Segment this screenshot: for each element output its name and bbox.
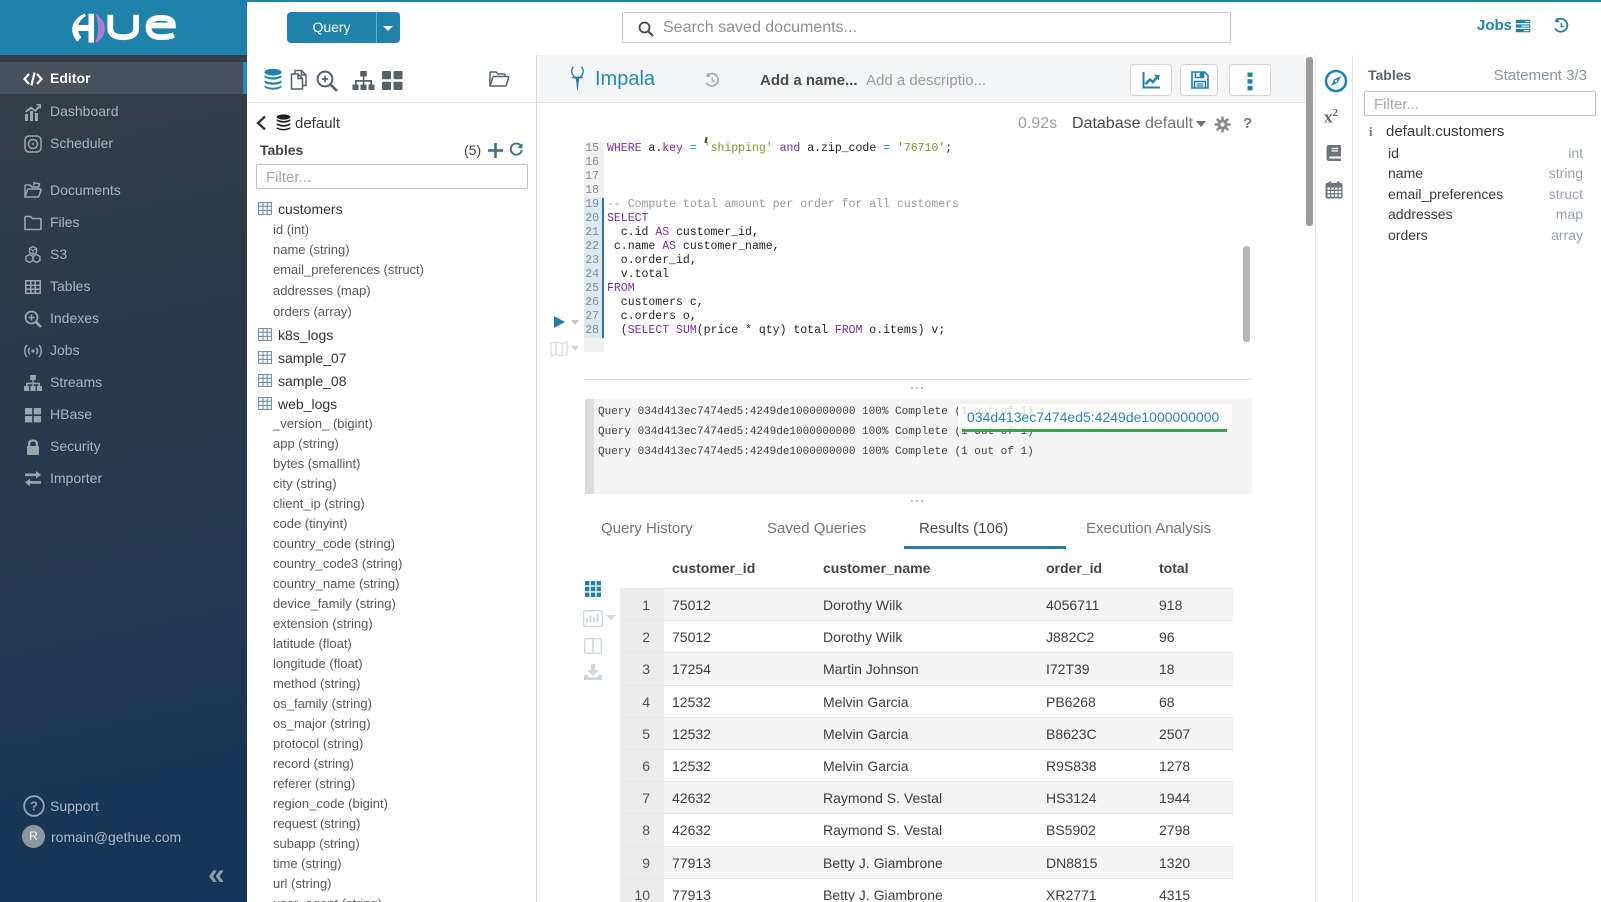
svg-text:?: ? [30,799,38,814]
